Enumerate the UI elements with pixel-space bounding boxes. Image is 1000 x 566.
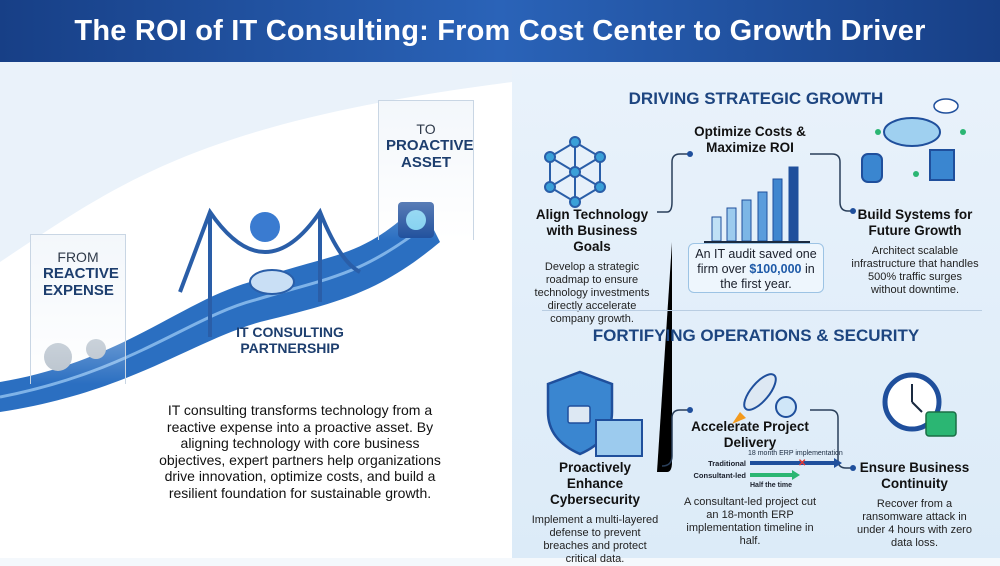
from-card: FROM REACTIVE EXPENSE	[30, 234, 126, 384]
item-cybersecurity: Proactively Enhance Cybersecurity Impleme…	[531, 460, 659, 565]
cloud-infrastructure-icon	[861, 98, 966, 183]
header: The ROI of IT Consulting: From Cost Cent…	[0, 0, 1000, 62]
item-business-continuity: Ensure Business Continuity Recover from a…	[857, 460, 972, 549]
roi-callout: An IT audit saved one firm over $100,000…	[688, 243, 824, 293]
item-build-systems: Build Systems for Future Growth Architect…	[851, 207, 979, 296]
operations-heading: FORTIFYING OPERATIONS & SECURITY	[592, 326, 920, 345]
item-optimize-costs: Optimize Costs & Maximize ROI	[694, 124, 806, 155]
bridge-icon	[178, 207, 362, 337]
shield-lock-icon	[546, 370, 643, 457]
partnership-label: IT CONSULTING PARTNERSHIP	[236, 324, 344, 356]
item-accelerate-text: A consultant-led project cut an 18-month…	[683, 496, 817, 547]
to-card: TO PROACTIVE ASSET	[378, 100, 474, 240]
timeline-chart: ✕	[750, 458, 842, 480]
connectors-and-icons: ✕	[544, 98, 966, 480]
brain-icon	[250, 212, 280, 242]
rocket-icon	[732, 373, 797, 424]
network-icon	[544, 136, 606, 208]
left-panel: FROM REACTIVE EXPENSE TO PROACTIVE ASSET…	[0, 62, 512, 558]
section-divider	[542, 310, 982, 311]
item-accelerate-delivery: Accelerate Project Delivery	[691, 419, 809, 450]
bar-chart-icon	[704, 166, 810, 243]
page-title: The ROI of IT Consulting: From Cost Cent…	[74, 14, 926, 47]
growth-heading: DRIVING STRATEGIC GROWTH	[628, 89, 884, 108]
right-panel: DRIVING STRATEGIC GROWTH ✕ Align Technol…	[512, 62, 1000, 565]
intro-text: IT consulting transforms technology from…	[159, 402, 441, 501]
handshake-icon	[249, 269, 295, 295]
item-align-technology: Align Technology with Business Goals Deve…	[534, 207, 650, 325]
clock-restore-icon	[882, 372, 957, 437]
cross-mark-icon: ✕	[798, 458, 806, 469]
